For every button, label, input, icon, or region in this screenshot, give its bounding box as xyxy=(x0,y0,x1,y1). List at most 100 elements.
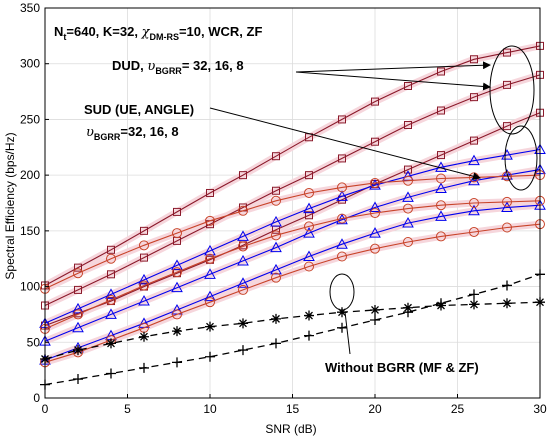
data-point-plus xyxy=(73,374,83,385)
annotation-sud-line1: SUD (UE, ANGLE) xyxy=(84,102,194,117)
callout-arrow-baseline xyxy=(344,311,351,355)
data-point-star xyxy=(304,310,314,321)
data-point-circle xyxy=(502,222,512,233)
data-point-triangle xyxy=(468,204,480,216)
data-point-circle xyxy=(436,231,446,242)
y-tick-label: 350 xyxy=(20,1,40,15)
data-point-square xyxy=(107,270,115,279)
data-point-circle xyxy=(271,195,281,206)
data-point-triangle xyxy=(270,241,282,253)
y-tick-label: 250 xyxy=(20,112,40,126)
data-point-square xyxy=(503,48,511,57)
series-line xyxy=(44,45,541,286)
data-point-plus xyxy=(172,357,182,368)
series-line xyxy=(44,148,541,324)
data-point-triangle xyxy=(336,190,348,201)
data-point-triangle xyxy=(204,244,216,256)
data-point-circle xyxy=(106,253,116,264)
data-point-square xyxy=(470,136,478,145)
data-point-triangle xyxy=(402,191,414,202)
data-point-triangle xyxy=(501,169,513,180)
data-point-plus xyxy=(304,330,314,341)
data-point-circle xyxy=(304,221,314,232)
series-line xyxy=(44,169,541,342)
data-point-star xyxy=(271,313,281,324)
data-point-square xyxy=(437,67,445,76)
y-axis-title: Spectral Efficiency (bps/Hz) xyxy=(3,132,17,279)
data-point-square xyxy=(503,80,511,89)
data-point-circle xyxy=(469,198,479,208)
data-point-circle xyxy=(271,230,281,241)
data-point-circle xyxy=(469,226,479,237)
data-point-square xyxy=(338,154,346,163)
x-axis-title: SNR (dB) xyxy=(265,422,316,436)
data-point-square xyxy=(437,151,445,160)
data-point-triangle xyxy=(105,288,117,299)
data-point-circle xyxy=(436,173,446,184)
x-tick-label: 25 xyxy=(451,402,465,416)
data-point-circle xyxy=(238,205,248,216)
y-tick-label: 300 xyxy=(20,57,40,71)
data-point-circle xyxy=(106,294,116,305)
data-point-triangle xyxy=(72,321,84,333)
annotation-parameters: Nt=640, K=32, χDM-RS=10, WCR, ZF xyxy=(54,24,262,42)
data-point-triangle xyxy=(336,238,348,249)
series-2 xyxy=(41,70,544,310)
data-point-plus xyxy=(370,315,380,325)
data-point-plus xyxy=(469,289,479,300)
data-point-star xyxy=(238,318,248,329)
data-point-star xyxy=(106,338,116,349)
data-point-triangle xyxy=(72,302,84,314)
data-point-circle xyxy=(271,272,281,283)
data-point-circle xyxy=(139,280,149,291)
data-point-triangle xyxy=(105,308,117,319)
x-tick-label: 30 xyxy=(533,402,547,416)
data-point-circle xyxy=(436,200,446,211)
series-line xyxy=(44,112,541,327)
data-point-plus xyxy=(436,298,446,309)
y-tick-label: 200 xyxy=(20,168,40,182)
data-point-triangle xyxy=(237,254,249,266)
data-point-plus xyxy=(238,345,248,356)
data-point-circle xyxy=(304,187,314,198)
data-point-circle xyxy=(139,240,149,251)
data-point-square xyxy=(206,188,214,197)
series-line xyxy=(44,273,541,386)
data-point-square xyxy=(404,121,412,129)
data-point-square xyxy=(140,253,148,262)
data-point-circle xyxy=(337,182,347,193)
data-point-square xyxy=(173,207,181,216)
series-line xyxy=(44,204,541,361)
data-point-star xyxy=(502,298,512,309)
param-n: N xyxy=(54,24,63,39)
data-point-square xyxy=(140,226,148,235)
sud-subscript: BGRR xyxy=(94,132,121,142)
param-n-subscript: t xyxy=(63,32,66,42)
dud-upsilon: υ xyxy=(147,59,155,74)
series-11 xyxy=(40,269,545,390)
data-point-triangle xyxy=(204,290,216,302)
data-point-square xyxy=(470,55,478,64)
data-point-star xyxy=(370,304,380,315)
data-point-circle xyxy=(73,268,83,279)
series-line xyxy=(44,74,541,306)
data-point-circle xyxy=(370,208,380,219)
data-point-triangle xyxy=(468,174,480,186)
data-point-square xyxy=(338,115,346,124)
data-point-square xyxy=(371,137,379,146)
data-point-square xyxy=(470,93,478,102)
data-point-circle xyxy=(370,243,380,254)
data-point-triangle xyxy=(138,273,150,285)
series-line xyxy=(44,301,541,360)
data-point-plus xyxy=(106,368,116,379)
data-point-circle xyxy=(73,309,83,320)
data-point-square xyxy=(74,285,82,294)
data-point-triangle xyxy=(501,149,513,160)
dud-prefix: DUD, xyxy=(112,58,144,73)
data-point-circle xyxy=(403,237,413,247)
data-point-triangle xyxy=(369,227,381,238)
data-point-square xyxy=(107,245,115,254)
series-5 xyxy=(39,163,546,346)
